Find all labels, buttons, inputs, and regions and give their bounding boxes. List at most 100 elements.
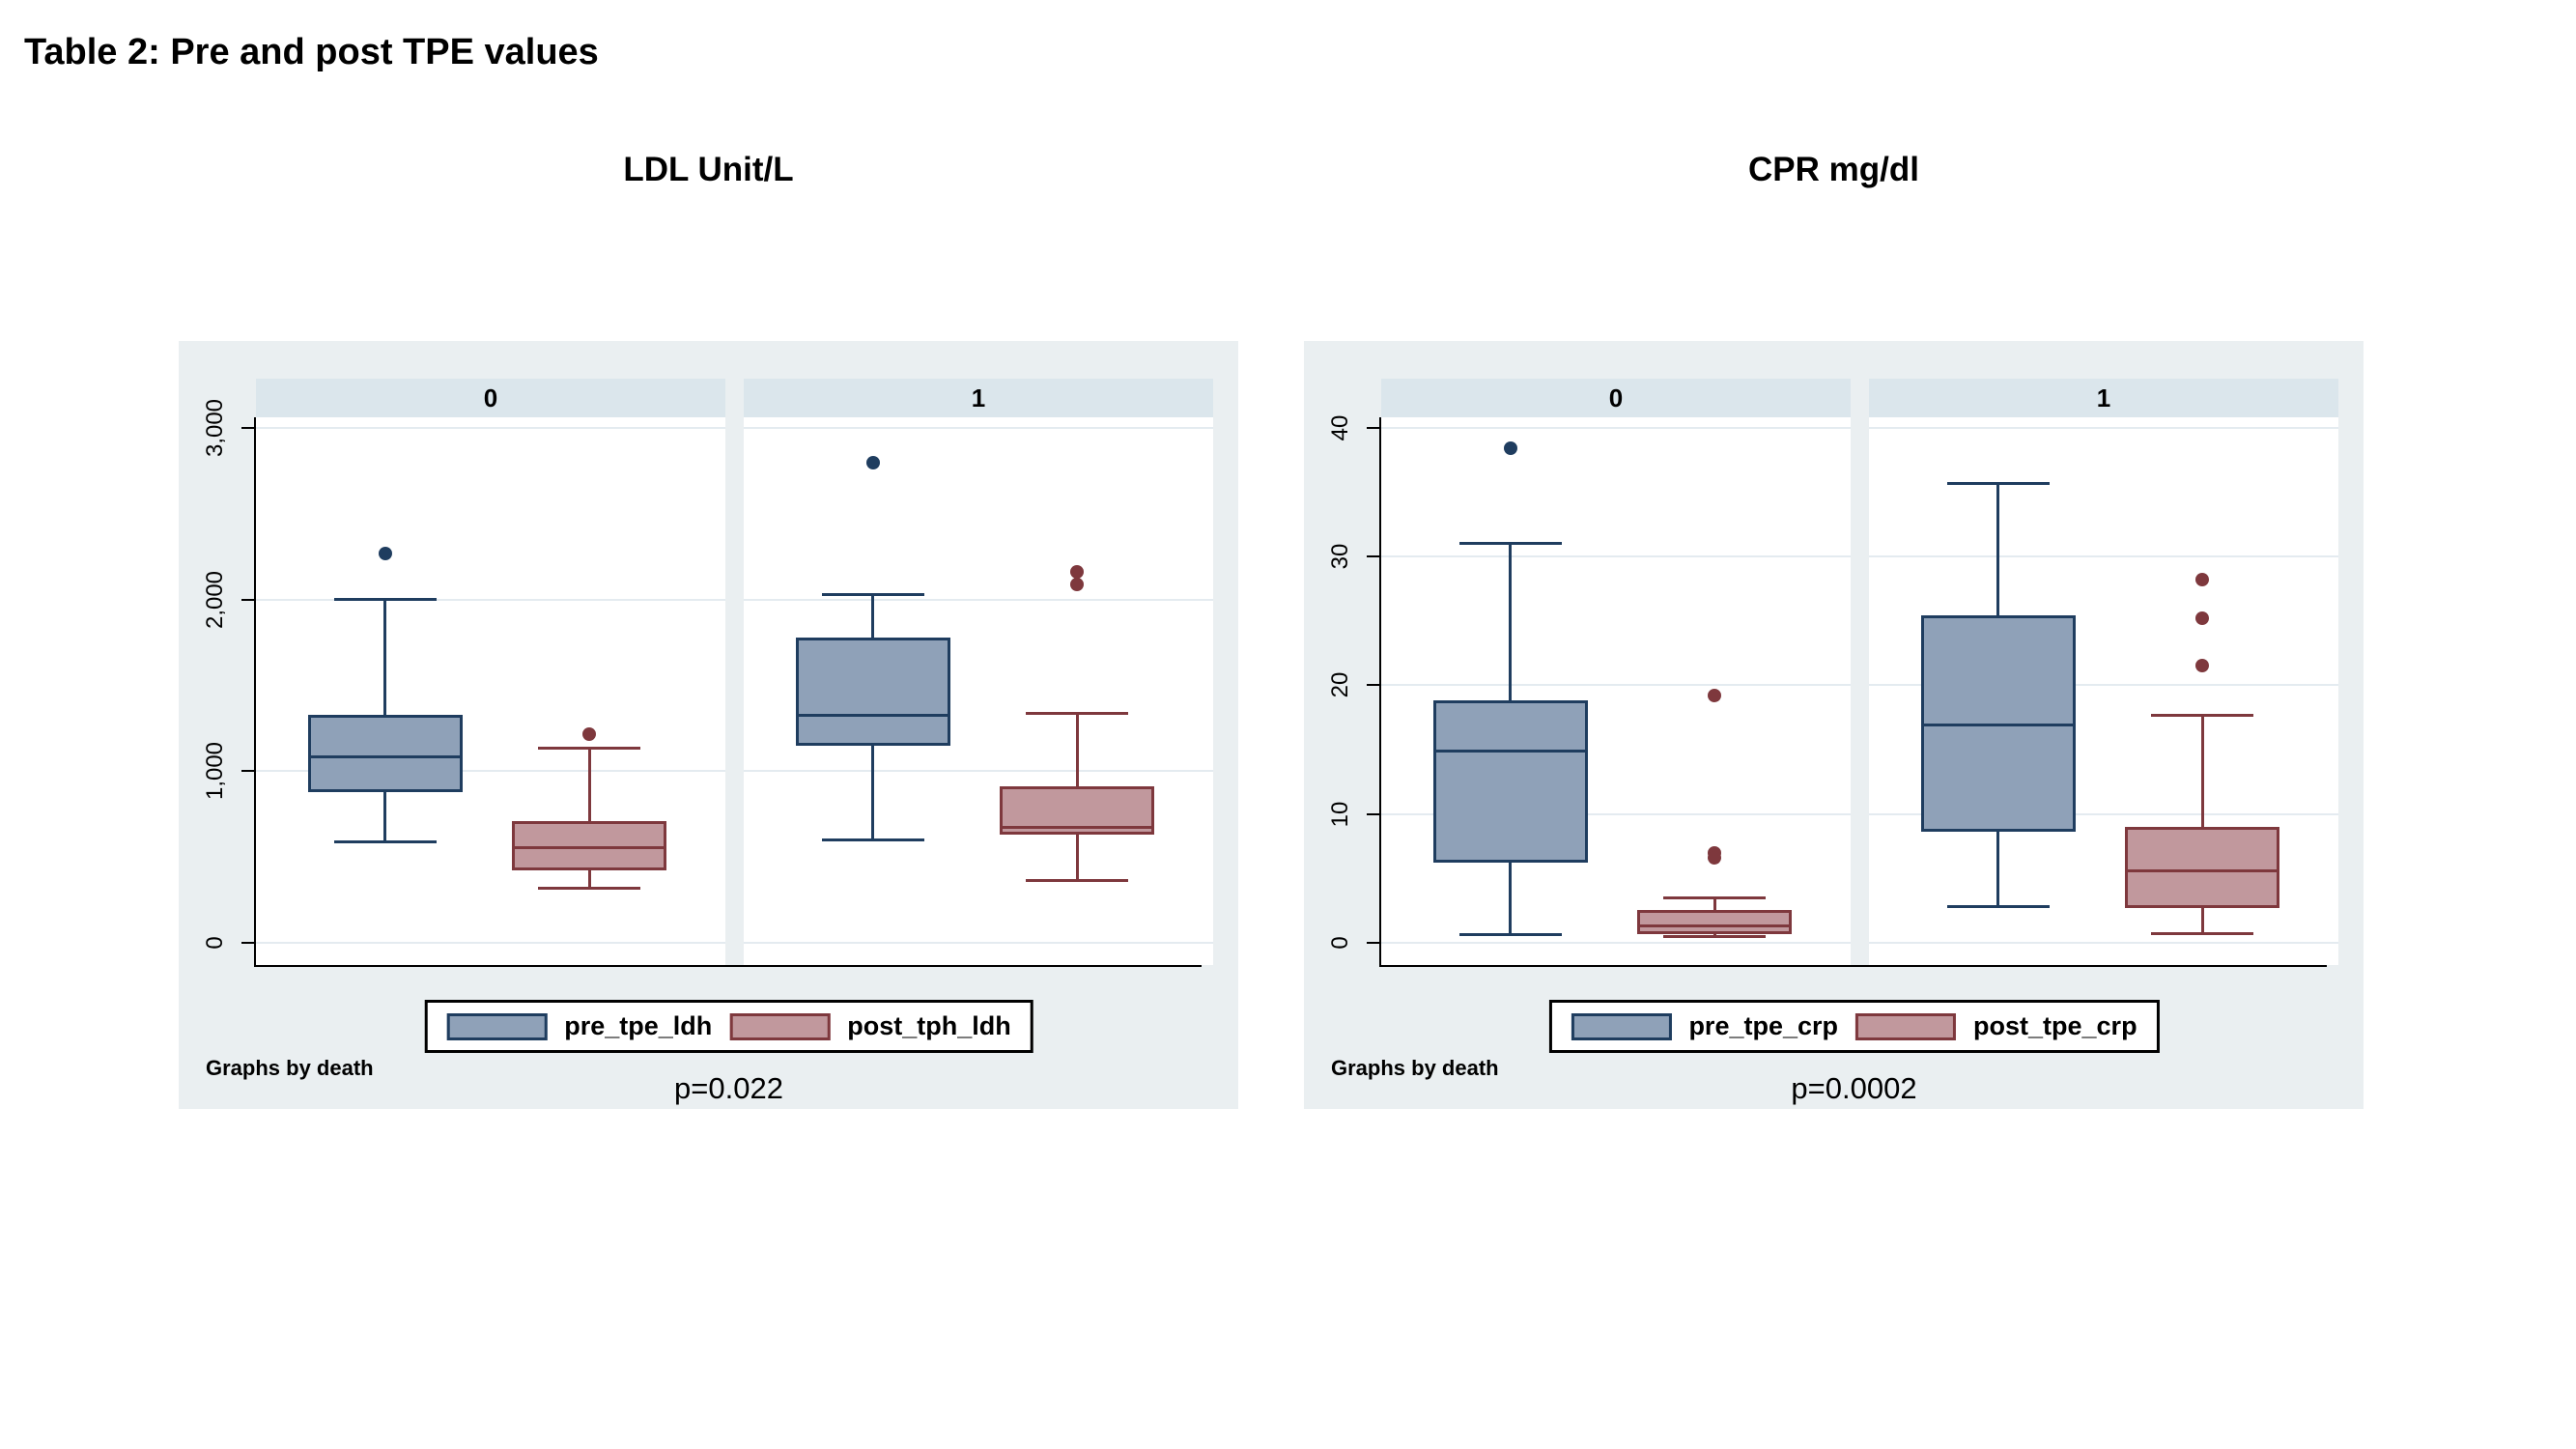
grid-line [744,427,1213,429]
plot-area [1869,417,2338,965]
box-whisker-line [1713,897,1716,910]
y-tick [1367,941,1379,944]
grid-line [1381,941,1851,944]
y-axis-line [1379,417,1381,967]
box-whisker-cap [2151,932,2254,936]
box-whisker-cap [1458,542,1562,546]
y-tick-label: 0 [1327,936,1353,950]
panel-header: 0 [1381,379,1851,417]
panel-header: 1 [1869,379,2338,417]
grid-line [256,770,725,773]
box-whisker-line [1075,713,1079,786]
box-whisker-cap [1663,895,1767,899]
y-tick-label: 3,000 [202,398,228,458]
grid-line [744,770,1213,773]
box [1432,700,1588,864]
box-whisker-cap [1026,712,1129,716]
y-tick-label: 0 [202,936,228,950]
plot-area [256,417,725,965]
box [1920,615,2076,833]
grid-line [1869,426,2338,429]
box-whisker-line [1509,543,1513,701]
box-whisker-line [871,745,875,840]
median-line [2128,868,2278,872]
box-whisker-cap [333,839,437,843]
box-whisker-cap [1946,481,2050,485]
plot-area [744,417,1213,965]
median-line [310,755,460,759]
box-whisker-cap [538,887,641,891]
grid-line [744,941,1213,944]
box-whisker-cap [2151,713,2254,717]
box-whisker-line [2200,907,2204,934]
figure-ldl: 0 1 0 1,000 2,000 3,000 pre_tpe_ldh post_tph_ld… [179,341,1238,1109]
panel-label: 0 [483,383,498,412]
y-tick [241,770,254,773]
by-group-note: Graphs by death [1331,1056,1499,1080]
grid-line [744,598,1213,601]
page-title: Table 2: Pre and post TPE values [24,32,599,73]
outlier-dot [1070,577,1085,591]
median-line [1640,924,1790,928]
y-tick [1367,812,1379,815]
box-whisker-line [2200,715,2204,827]
grid-line [1381,812,1851,815]
box-whisker-line [1996,483,2000,616]
box-whisker-line [1509,863,1513,935]
median-line [1003,825,1152,829]
legend-label: pre_tpe_crp [1688,1011,1839,1040]
panel-label: 1 [2096,383,2111,412]
box-whisker-cap [821,592,924,596]
x-axis-line [1379,965,2327,967]
y-tick [1367,684,1379,687]
outlier-dot [865,455,880,469]
box-whisker-line [871,594,875,638]
p-value-label: p=0.0002 [1791,1071,1917,1105]
grid-line [256,598,725,601]
y-tick-label: 20 [1327,672,1353,698]
p-value-label: p=0.022 [674,1071,783,1105]
legend: pre_tpe_ldh post_tph_ldh [424,1000,1033,1053]
y-tick-label: 10 [1327,801,1353,828]
panel-header: 0 [256,379,725,417]
outlier-dot [2195,611,2210,626]
figure-cpr: 0 1 0 10 20 30 40 pre_tpe_crp post_tpe_crp Graphs… [1304,341,2364,1109]
box-whisker-line [383,599,387,715]
box [795,637,950,746]
box [2125,827,2280,908]
chart-title: CPR mg/dl [1748,151,1919,188]
grid-line [1381,555,1851,558]
y-tick [1367,555,1379,558]
grid-line [1869,941,2338,944]
legend-label: post_tpe_crp [1973,1011,2137,1040]
y-tick [241,427,254,429]
chart-title: LDL Unit/L [623,151,794,188]
y-tick [241,941,254,944]
grid-line [1381,426,1851,429]
panel-label: 1 [971,383,986,412]
y-tick-label: 30 [1327,543,1353,570]
median-line [798,713,948,717]
y-tick-label: 1,000 [202,742,228,801]
legend-swatch-post [729,1012,831,1040]
legend-swatch-post [1855,1012,1957,1040]
grid-line [1869,812,2338,815]
median-line [1923,724,2073,727]
median-line [1435,750,1585,753]
grid-line [1381,684,1851,687]
box-whisker-cap [1026,879,1129,883]
box-whisker-cap [333,598,437,602]
box-whisker-line [587,748,591,821]
box [307,715,463,792]
y-tick-label: 2,000 [202,570,228,629]
box-whisker-cap [1946,905,2050,909]
legend: pre_tpe_crp post_tpe_crp [1548,1000,2160,1053]
grid-line [256,427,725,429]
outlier-dot [1708,850,1722,865]
outlier-dot [378,546,392,560]
box-whisker-line [383,791,387,842]
by-group-note: Graphs by death [206,1056,374,1080]
box [1000,785,1155,835]
y-tick [1367,426,1379,429]
outlier-dot [1708,689,1722,703]
